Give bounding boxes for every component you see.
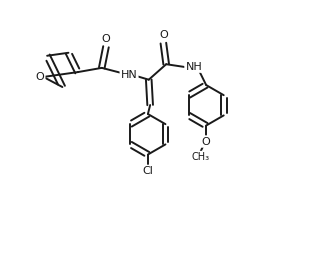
Text: O: O (202, 137, 211, 147)
Text: Cl: Cl (142, 166, 153, 176)
Text: CH₃: CH₃ (192, 152, 210, 162)
Text: NH: NH (185, 62, 202, 72)
Text: HN: HN (121, 70, 137, 80)
Text: O: O (36, 72, 44, 82)
Text: O: O (159, 30, 168, 40)
Text: O: O (102, 34, 110, 44)
